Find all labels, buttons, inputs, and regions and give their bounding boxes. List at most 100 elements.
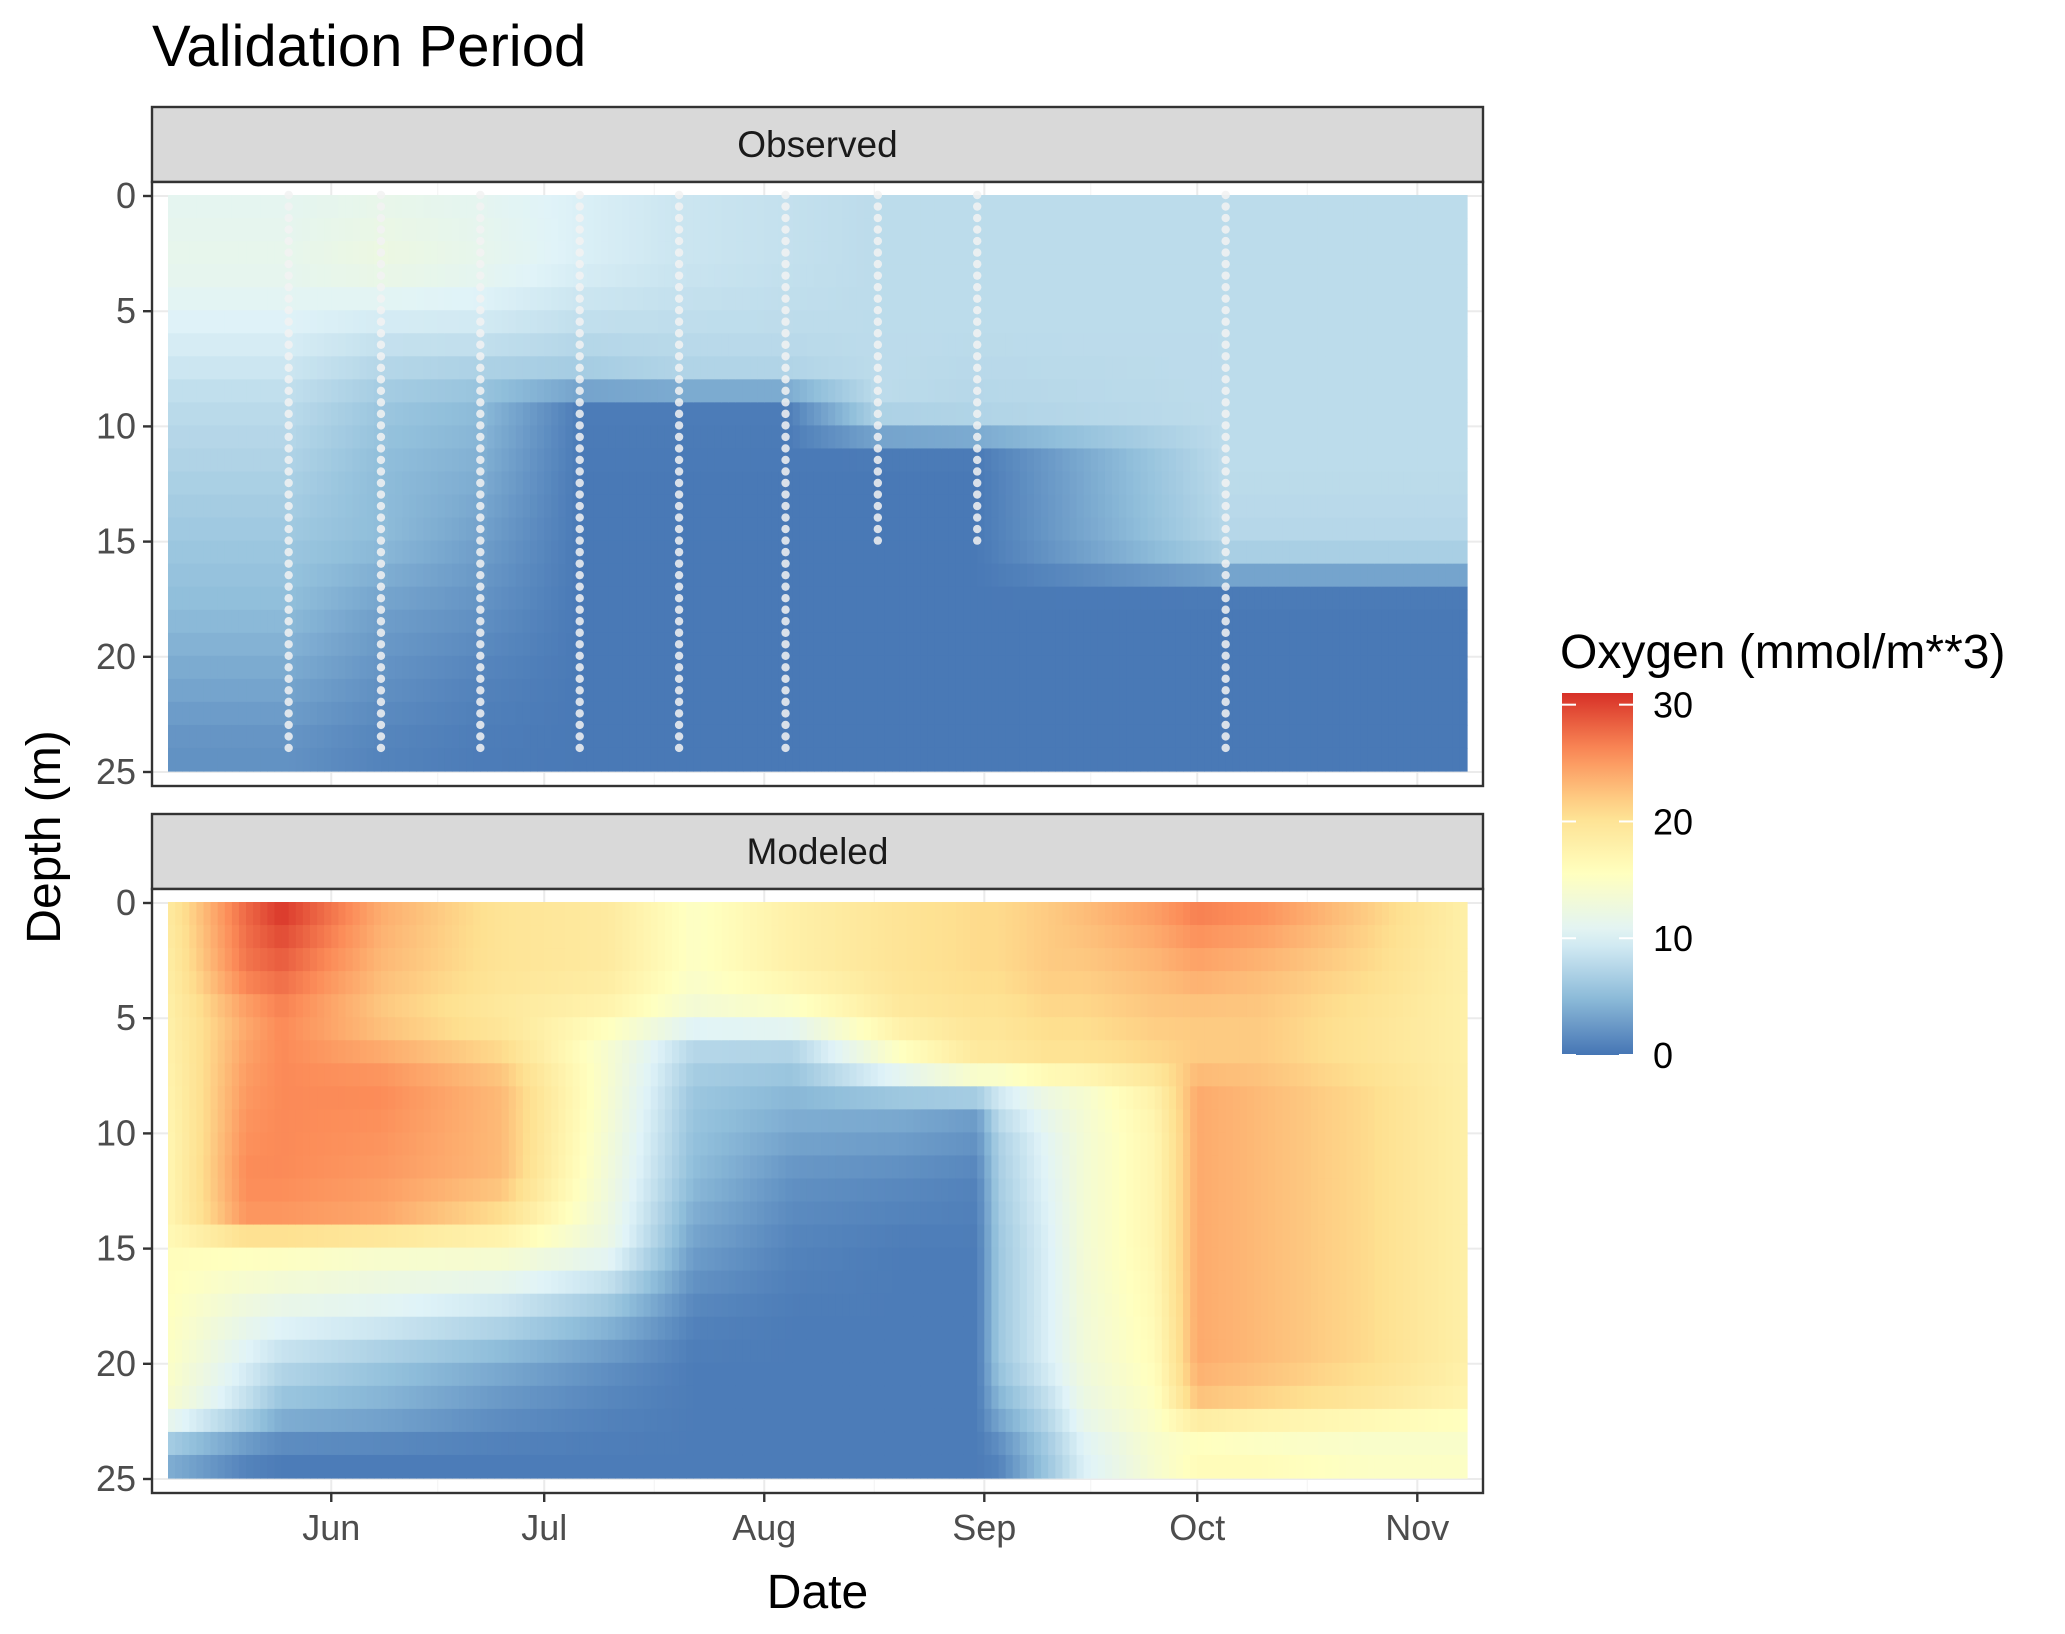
heat-cell: [714, 747, 723, 772]
heat-cell: [565, 517, 574, 542]
heat-cell: [1310, 264, 1319, 288]
sample-point: [873, 421, 883, 430]
heat-cell: [1112, 195, 1120, 219]
heat-cell: [1190, 494, 1198, 519]
heat-cell: [1445, 287, 1454, 311]
heat-cell: [1197, 448, 1205, 473]
heat-cell: [558, 586, 567, 611]
sample-point: [1221, 663, 1230, 672]
heat-cell: [1459, 241, 1468, 265]
heat-cell: [1431, 655, 1440, 680]
heat-cell: [423, 310, 432, 334]
heat-cell: [189, 310, 197, 334]
heat-cell: [1090, 747, 1099, 772]
heat-cell: [1034, 287, 1042, 311]
heat-cell: [345, 701, 354, 726]
heat-cell: [210, 632, 219, 657]
heat-cell: [799, 448, 808, 473]
heat-cell: [522, 448, 531, 473]
heat-cell: [1133, 563, 1142, 588]
heat-cell: [877, 747, 886, 772]
heat-cell: [828, 586, 836, 611]
heat-cell: [735, 218, 744, 242]
heat-cell: [757, 494, 765, 519]
heat-cell: [963, 701, 971, 726]
heat-cell: [686, 540, 694, 565]
heat-cell: [1403, 195, 1411, 219]
heat-cell: [615, 287, 623, 311]
heat-cell: [856, 632, 865, 657]
heat-cell: [813, 425, 822, 450]
heat-cell: [657, 264, 666, 288]
heat-cell: [1069, 563, 1078, 588]
heat-cell: [1246, 471, 1255, 496]
sample-point: [575, 444, 584, 453]
sample-point: [973, 236, 982, 246]
heat-cell: [295, 678, 304, 703]
sample-point: [973, 340, 982, 349]
heat-cell: [1119, 402, 1127, 426]
heat-cell: [1289, 264, 1298, 288]
heat-cell: [416, 494, 425, 519]
heat-cell: [352, 747, 361, 772]
heat-cell: [1140, 333, 1149, 357]
heat-cell: [1431, 747, 1440, 772]
heat-cell: [352, 540, 361, 565]
heat-cell: [253, 540, 261, 565]
heat-cell: [1353, 494, 1362, 519]
heat-cell: [1126, 356, 1134, 380]
heat-cell: [558, 701, 567, 726]
heat-cell: [1325, 333, 1333, 357]
heat-cell: [998, 655, 1007, 680]
heat-cell: [331, 540, 339, 565]
heat-cell: [1104, 471, 1113, 496]
heat-cell: [899, 609, 907, 634]
heat-cell: [409, 609, 418, 634]
heat-cell: [267, 517, 276, 542]
heat-cell: [1161, 471, 1170, 496]
heat-cell: [1140, 632, 1149, 657]
heat-cell: [451, 609, 460, 634]
heat-cell: [970, 609, 978, 634]
heat-cell: [955, 747, 964, 772]
heat-cell: [1239, 471, 1248, 496]
heat-cell: [1019, 333, 1028, 357]
heat-cell: [1076, 218, 1085, 242]
heat-cell: [352, 471, 361, 496]
heat-cell: [849, 563, 858, 588]
sample-point: [873, 444, 883, 453]
heat-cell: [1346, 241, 1355, 265]
heat-cell: [700, 264, 709, 288]
heat-cell: [302, 310, 311, 334]
heat-cell: [742, 632, 751, 657]
heat-cell: [1445, 563, 1454, 588]
heat-cell: [444, 517, 453, 542]
heat-cell: [927, 678, 936, 703]
heat-cell: [707, 701, 716, 726]
heat-cell: [459, 218, 467, 242]
heat-cell: [622, 586, 630, 611]
heat-cell: [693, 494, 701, 519]
sample-point: [476, 352, 485, 361]
sample-point: [476, 190, 485, 200]
heat-cell: [196, 195, 205, 219]
heat-cell: [1048, 402, 1056, 426]
heat-cell: [813, 632, 822, 657]
heat-cell: [274, 747, 283, 772]
heat-cell: [324, 701, 332, 726]
heat-cell: [1112, 287, 1120, 311]
heat-cell: [1055, 356, 1063, 380]
heat-cell: [1097, 379, 1106, 403]
heat-cell: [1055, 586, 1063, 611]
heat-cell: [1161, 655, 1170, 680]
heat-cell: [849, 287, 858, 311]
heat-cell: [1303, 310, 1312, 334]
heat-cell: [771, 540, 780, 565]
heat-cell: [175, 471, 183, 496]
sample-point: [284, 202, 293, 211]
heat-cell: [246, 540, 254, 565]
heat-cell: [331, 724, 339, 749]
heat-cell: [366, 655, 375, 680]
heat-cell: [1254, 287, 1262, 311]
heat-cell: [501, 494, 510, 519]
